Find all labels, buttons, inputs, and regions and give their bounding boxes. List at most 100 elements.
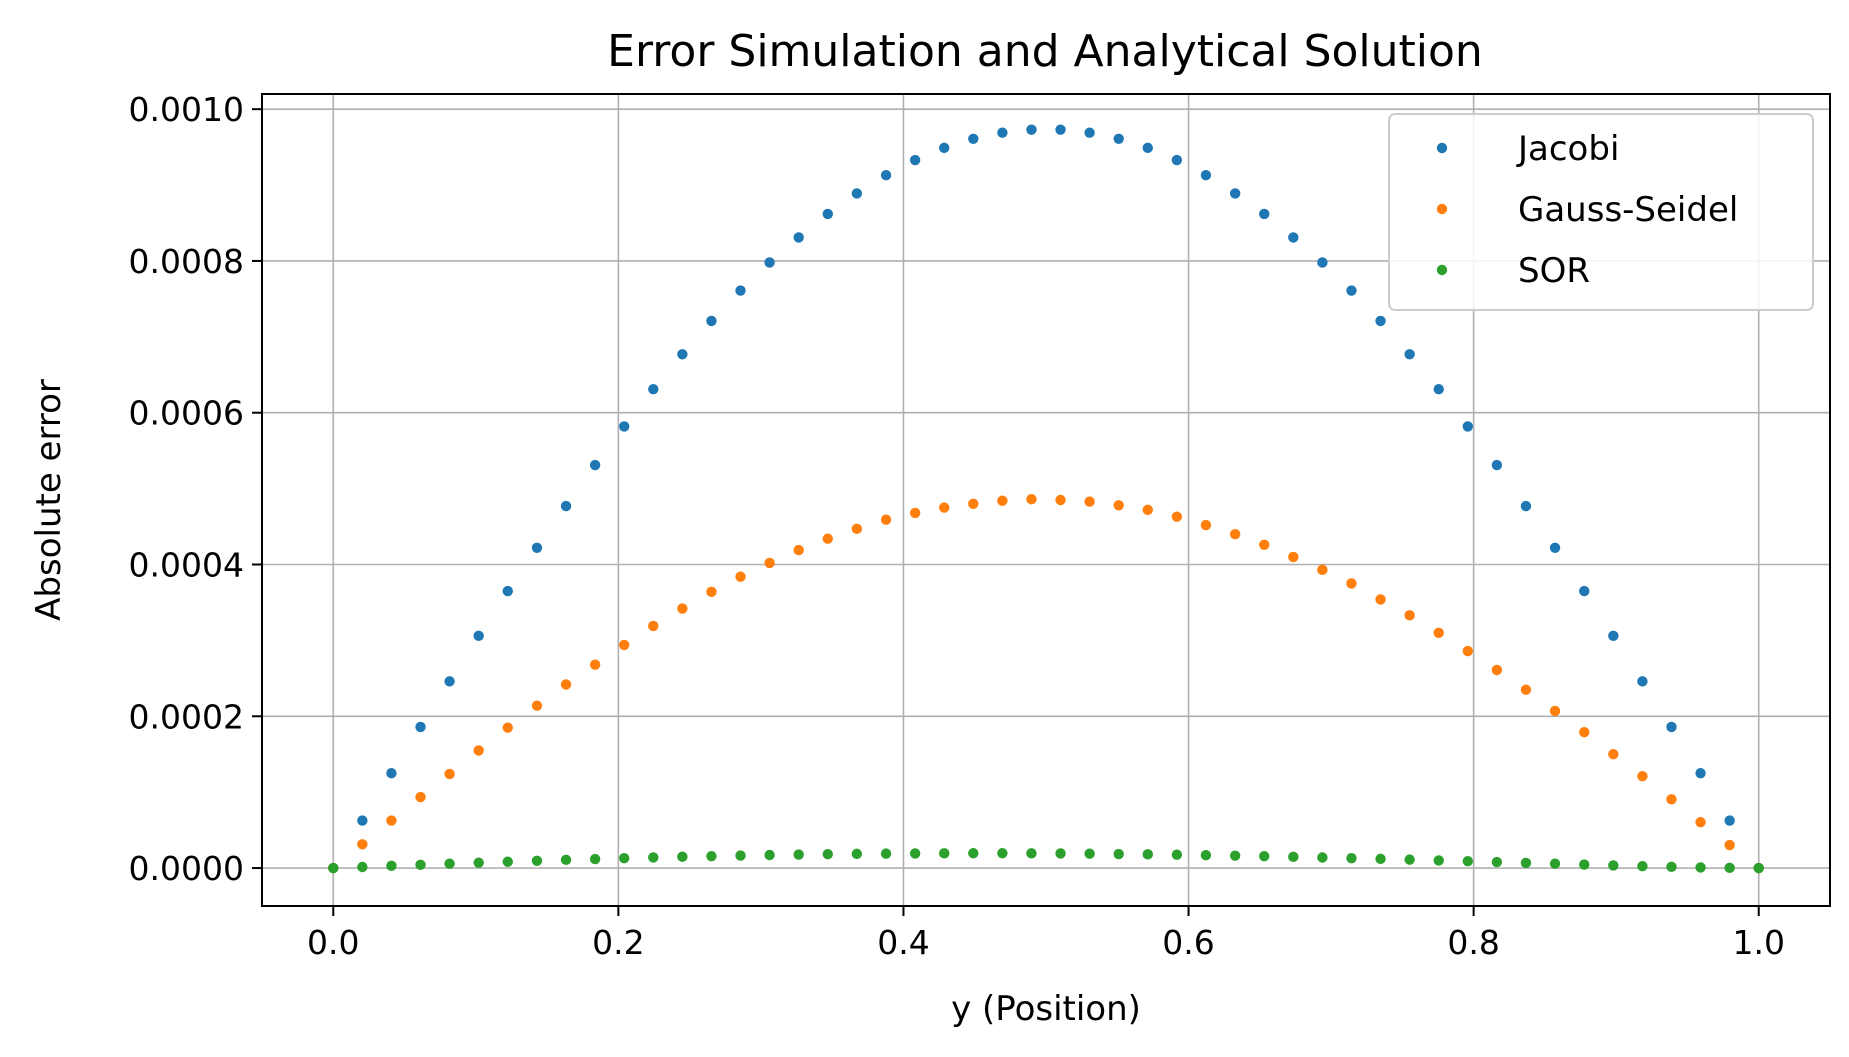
sor-point	[1695, 862, 1706, 873]
gauss-seidel-point	[502, 722, 513, 733]
jacobi-point	[415, 721, 426, 733]
jacobi-point	[1579, 585, 1590, 597]
sor-point	[851, 848, 863, 860]
data-points	[328, 124, 1764, 874]
jacobi-point	[502, 585, 513, 597]
jacobi-point	[822, 208, 833, 220]
gauss-seidel-point	[473, 745, 484, 756]
sor-point	[1608, 860, 1619, 871]
sor-point	[1637, 860, 1648, 872]
gauss-seidel-point	[1288, 551, 1299, 563]
jacobi-point	[1433, 384, 1444, 395]
y-tick-label: 0.0000	[129, 849, 244, 888]
sor-point	[1462, 856, 1473, 867]
jacobi-point	[968, 133, 979, 144]
sor-point	[1724, 862, 1735, 874]
gauss-seidel-point	[1666, 794, 1677, 805]
jacobi-point	[1724, 815, 1735, 826]
gauss-seidel-point	[822, 533, 833, 544]
x-tick-label: 0.8	[1447, 923, 1499, 962]
x-axis-label: y (Position)	[951, 989, 1141, 1029]
sor-point	[589, 853, 601, 865]
sor-point	[1549, 858, 1561, 869]
jacobi-point	[1695, 767, 1706, 779]
jacobi-point	[386, 767, 397, 779]
y-axis-label: Absolute error	[29, 379, 69, 621]
gauss-seidel-point	[1608, 749, 1619, 760]
jacobi-point	[1229, 188, 1241, 199]
jacobi-point	[1637, 676, 1648, 687]
gauss-seidel-point	[851, 523, 863, 535]
legend: Jacobi Gauss-Seidel SOR	[1388, 113, 1814, 311]
legend-label-jacobi: Jacobi	[1516, 129, 1619, 169]
gauss-seidel-point	[415, 791, 426, 803]
sor-point	[764, 849, 775, 861]
jacobi-point	[1520, 500, 1532, 512]
jacobi-point	[1375, 315, 1386, 327]
gauss-seidel-point	[1724, 839, 1735, 851]
legend-label-gauss-seidel: Gauss-Seidel	[1518, 190, 1738, 230]
sor-point	[1084, 848, 1095, 859]
gauss-seidel-point	[997, 495, 1008, 506]
sor-point	[648, 852, 659, 863]
sor-point	[997, 848, 1008, 859]
x-tick-label: 0.4	[877, 923, 929, 962]
jacobi-point	[1288, 232, 1299, 243]
sor-point	[793, 849, 804, 860]
jacobi-point	[1113, 133, 1124, 144]
gauss-seidel-point	[619, 639, 630, 651]
gauss-seidel-point	[880, 514, 892, 525]
gauss-seidel-point	[357, 839, 368, 850]
gauss-seidel-point	[1462, 645, 1473, 657]
gauss-seidel-point	[1317, 564, 1328, 576]
sor-point	[735, 850, 746, 861]
y-tick-label: 0.0008	[129, 242, 244, 281]
sor-point	[1317, 852, 1328, 863]
gauss-seidel-point	[1375, 594, 1386, 605]
gauss-seidel-point	[909, 507, 921, 519]
gauss-seidel-point	[1520, 684, 1532, 695]
sor-point	[1375, 853, 1386, 865]
y-tick-label: 0.0004	[129, 546, 244, 585]
legend-label-sor: SOR	[1518, 251, 1590, 291]
sor-point	[822, 848, 833, 860]
jacobi-point	[1055, 124, 1066, 135]
gauss-seidel-point	[1200, 519, 1212, 531]
gauss-seidel-point	[939, 502, 950, 513]
sor-point	[880, 848, 892, 859]
sor-point	[1520, 857, 1532, 869]
sor-point	[706, 850, 717, 862]
gauss-seidel-point	[793, 544, 804, 556]
jacobi-point	[735, 285, 746, 296]
gauss-seidel-point	[444, 768, 455, 780]
jacobi-point	[357, 815, 368, 826]
gauss-seidel-point	[1259, 539, 1270, 550]
sor-point	[1200, 849, 1212, 861]
jacobi-point	[764, 257, 775, 268]
jacobi-point	[851, 188, 863, 199]
sor-point	[473, 857, 484, 868]
gauss-seidel-point	[1579, 727, 1590, 738]
jacobi-point	[1259, 208, 1270, 220]
legend-marker-sor	[1436, 264, 1448, 276]
sor-point	[560, 854, 572, 866]
jacobi-point	[444, 676, 455, 687]
jacobi-point	[1549, 542, 1561, 554]
gauss-seidel-point	[1229, 528, 1241, 540]
jacobi-point	[1346, 285, 1357, 296]
sor-point	[531, 855, 543, 866]
gauss-seidel-point	[706, 586, 717, 598]
chart-title: Error Simulation and Analytical Solution	[607, 26, 1483, 77]
x-axis-ticks: 0.0 0.2 0.4 0.6 0.8 1.0	[307, 906, 1785, 962]
sor-point	[677, 851, 688, 862]
jacobi-point	[589, 459, 601, 471]
gauss-seidel-point	[968, 498, 979, 509]
gauss-seidel-point	[1171, 511, 1183, 522]
x-tick-label: 1.0	[1732, 923, 1784, 962]
jacobi-point	[1608, 630, 1619, 642]
gauss-seidel-point	[589, 659, 601, 670]
gauss-seidel-point	[1142, 504, 1153, 516]
jacobi-point	[793, 232, 804, 243]
jacobi-point	[997, 127, 1008, 138]
